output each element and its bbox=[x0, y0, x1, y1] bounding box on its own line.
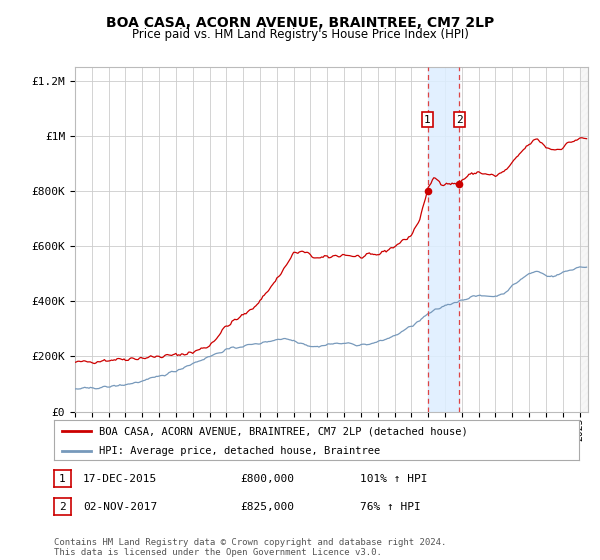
Text: Price paid vs. HM Land Registry's House Price Index (HPI): Price paid vs. HM Land Registry's House … bbox=[131, 28, 469, 41]
Text: BOA CASA, ACORN AVENUE, BRAINTREE, CM7 2LP (detached house): BOA CASA, ACORN AVENUE, BRAINTREE, CM7 2… bbox=[98, 426, 467, 436]
Text: 1: 1 bbox=[59, 474, 66, 484]
Text: HPI: Average price, detached house, Braintree: HPI: Average price, detached house, Brai… bbox=[98, 446, 380, 456]
Bar bbox=[580, 67, 588, 412]
Text: 1: 1 bbox=[424, 115, 431, 124]
Bar bbox=[428, 67, 459, 412]
Text: 02-NOV-2017: 02-NOV-2017 bbox=[83, 502, 157, 512]
Text: £800,000: £800,000 bbox=[240, 474, 294, 484]
Text: 17-DEC-2015: 17-DEC-2015 bbox=[83, 474, 157, 484]
Text: 2: 2 bbox=[59, 502, 66, 512]
Text: £825,000: £825,000 bbox=[240, 502, 294, 512]
Text: Contains HM Land Registry data © Crown copyright and database right 2024.
This d: Contains HM Land Registry data © Crown c… bbox=[54, 538, 446, 557]
Text: BOA CASA, ACORN AVENUE, BRAINTREE, CM7 2LP: BOA CASA, ACORN AVENUE, BRAINTREE, CM7 2… bbox=[106, 16, 494, 30]
Text: 2: 2 bbox=[456, 115, 463, 124]
Text: 76% ↑ HPI: 76% ↑ HPI bbox=[360, 502, 421, 512]
Text: 101% ↑ HPI: 101% ↑ HPI bbox=[360, 474, 427, 484]
